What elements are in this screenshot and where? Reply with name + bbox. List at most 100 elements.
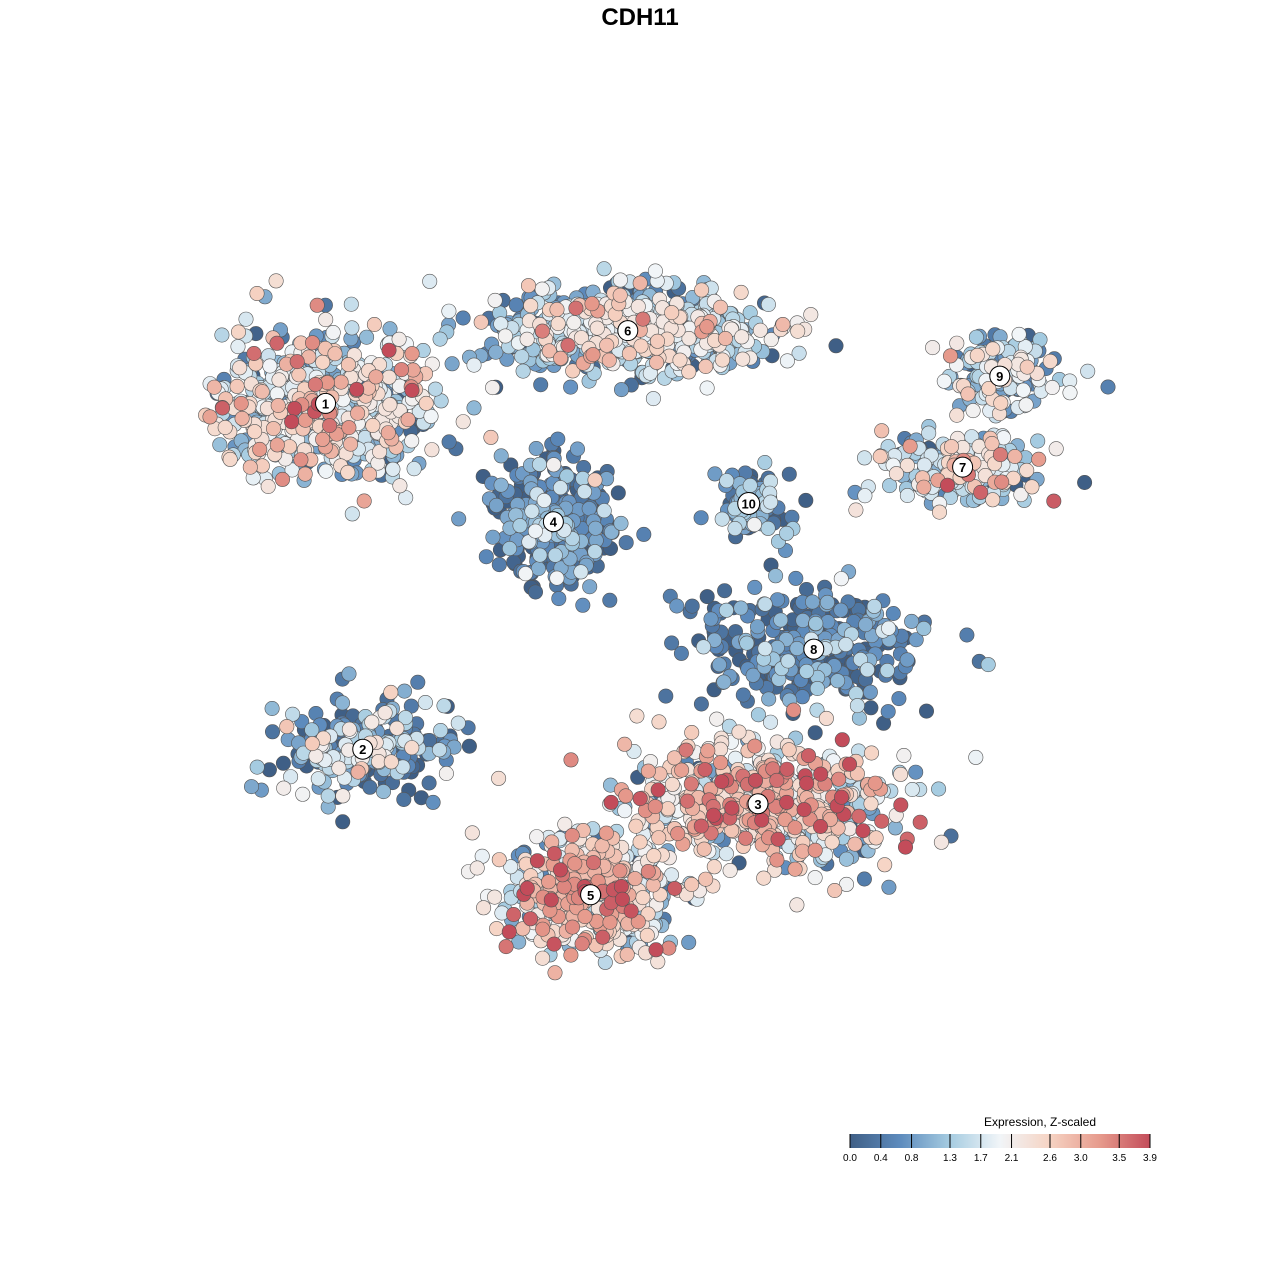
cell-point (791, 324, 805, 338)
cell-point (262, 763, 276, 777)
cell-point (622, 346, 636, 360)
cell-point (426, 795, 440, 809)
cell-point (620, 947, 634, 961)
cell-point (940, 478, 954, 492)
cell-point (541, 875, 555, 889)
cell-point (397, 792, 411, 806)
cell-point (809, 616, 823, 630)
cell-point (233, 361, 247, 375)
cell-point (553, 481, 567, 495)
cell-point (944, 439, 958, 453)
cell-point (489, 345, 503, 359)
cell-point (614, 879, 628, 893)
cell-point (603, 593, 617, 607)
cell-point (596, 930, 610, 944)
cell-point (748, 580, 762, 594)
cell-point (265, 725, 279, 739)
cell-point (694, 511, 708, 525)
cell-point (917, 458, 931, 472)
cell-point (428, 382, 442, 396)
cell-point (763, 495, 777, 509)
cell-point (597, 504, 611, 518)
cell-point (1081, 364, 1095, 378)
cell-point (748, 773, 762, 787)
cell-point (633, 276, 647, 290)
cell-point (305, 736, 319, 750)
cell-point (590, 321, 604, 335)
cell-point (585, 297, 599, 311)
cell-point (937, 374, 951, 388)
cell-point (401, 412, 415, 426)
cell-point (310, 298, 324, 312)
cell-point (758, 455, 772, 469)
cell-point (757, 871, 771, 885)
cell-point (328, 347, 342, 361)
cell-point (520, 881, 534, 895)
cell-point (486, 530, 500, 544)
cell-point (707, 860, 721, 874)
cluster-label-5: 5 (581, 885, 601, 905)
cell-point (287, 401, 301, 415)
cell-point (407, 462, 421, 476)
cell-point (613, 288, 627, 302)
cell-point (359, 330, 373, 344)
cell-point (342, 722, 356, 736)
cell-point (736, 688, 750, 702)
cell-point (768, 569, 782, 583)
cell-point (280, 719, 294, 733)
cell-point (1019, 463, 1033, 477)
cell-point (900, 653, 914, 667)
cluster-label-6: 6 (618, 321, 638, 341)
cell-point (467, 358, 481, 372)
cell-point (701, 744, 715, 758)
cell-point (563, 380, 577, 394)
cell-point (738, 831, 752, 845)
cell-point (433, 332, 447, 346)
cell-point (780, 762, 794, 776)
cell-point (771, 832, 785, 846)
cell-point (717, 675, 731, 689)
cell-point (993, 447, 1007, 461)
cell-point (795, 844, 809, 858)
cell-point (698, 762, 712, 776)
cell-point (525, 504, 539, 518)
cell-point (322, 418, 336, 432)
cell-point (974, 485, 988, 499)
cell-point (476, 901, 490, 915)
cell-point (487, 890, 501, 904)
cell-point (813, 819, 827, 833)
cell-point (294, 453, 308, 467)
cell-point (788, 862, 802, 876)
cell-point (748, 739, 762, 753)
cell-point (670, 599, 684, 613)
cell-point (797, 802, 811, 816)
cell-point (859, 617, 873, 631)
cell-point (613, 273, 627, 287)
cell-point (780, 354, 794, 368)
cell-point (384, 685, 398, 699)
cell-point (900, 488, 914, 502)
cell-point (234, 396, 248, 410)
cell-point (637, 527, 651, 541)
cell-point (332, 761, 346, 775)
cell-point (362, 467, 376, 481)
cell-point (820, 595, 834, 609)
cell-point (799, 776, 813, 790)
cell-point (376, 784, 390, 798)
cell-point (405, 383, 419, 397)
cell-point (535, 282, 549, 296)
cell-point (753, 323, 767, 337)
cell-point (271, 398, 285, 412)
cell-point (343, 437, 357, 451)
cell-point (422, 776, 436, 790)
cell-point (880, 663, 894, 677)
cell-point (393, 479, 407, 493)
cell-point (615, 892, 629, 906)
cell-point (341, 465, 355, 479)
cell-point (265, 701, 279, 715)
cell-point (715, 353, 729, 367)
cluster-label-10: 10 (738, 493, 760, 515)
legend-gradient (850, 1134, 1150, 1148)
cell-point (553, 863, 567, 877)
cell-point (383, 398, 397, 412)
